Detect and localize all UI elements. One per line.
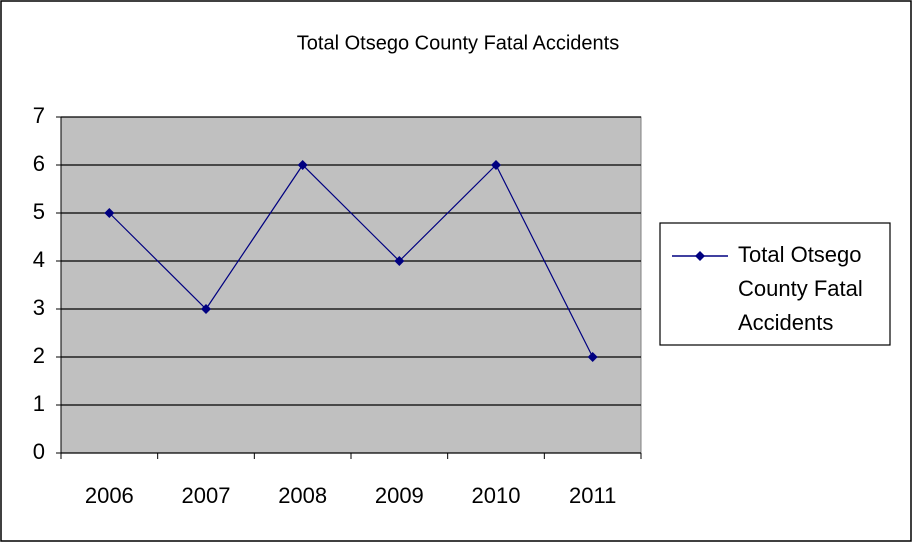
- y-tick-label: 3: [33, 295, 45, 320]
- x-tick-label: 2006: [85, 483, 134, 508]
- plot-area: [60, 116, 642, 454]
- y-tick-label: 0: [33, 439, 45, 464]
- chart-title: Total Otsego County Fatal Accidents: [297, 32, 619, 54]
- y-tick-label: 4: [33, 247, 45, 272]
- marker: [587, 352, 598, 362]
- x-tick-label: 2009: [375, 483, 424, 508]
- series-line: [108, 163, 594, 358]
- marker: [695, 251, 705, 261]
- marker: [104, 208, 115, 218]
- x-tick-label: 2011: [569, 483, 616, 508]
- y-tick-label: 2: [33, 343, 45, 368]
- marker: [297, 160, 308, 170]
- legend-box: [659, 222, 891, 346]
- x-tick-label: 2007: [182, 483, 231, 508]
- x-tick-label: 2008: [278, 483, 327, 508]
- y-tick-label: 5: [33, 199, 45, 224]
- marker: [491, 160, 501, 170]
- legend-label: Total Otsego County Fatal Accidents: [738, 242, 863, 335]
- marker: [394, 256, 405, 266]
- y-tick-label: 1: [33, 391, 45, 416]
- x-tick-label: 2010: [472, 483, 521, 508]
- y-tick-label: 7: [33, 103, 45, 128]
- y-tick-label: 6: [33, 151, 45, 176]
- marker: [201, 304, 211, 314]
